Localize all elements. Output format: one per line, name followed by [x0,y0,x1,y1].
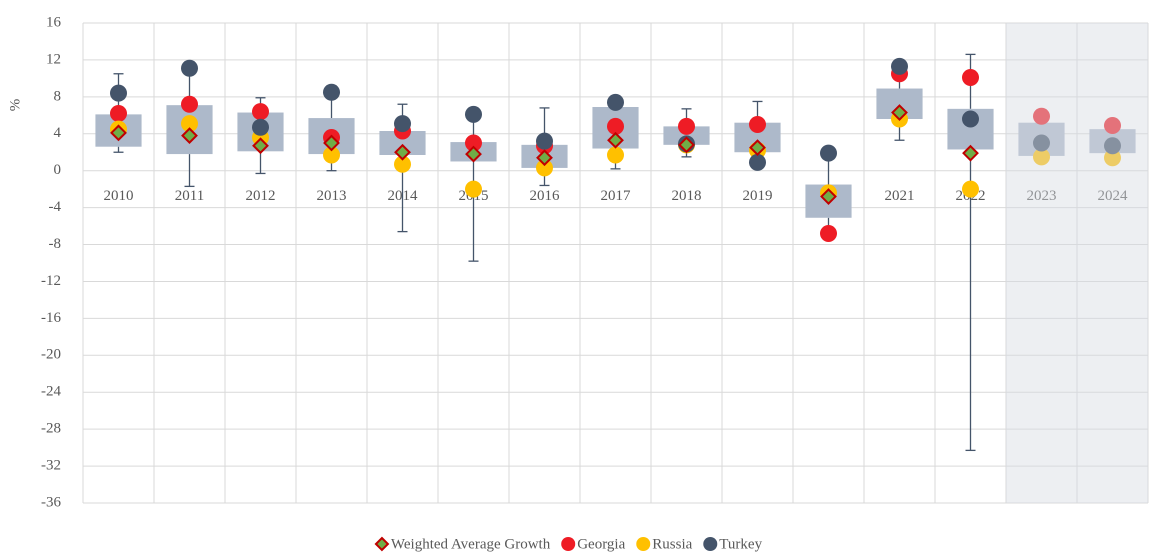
x-tick-label: 2023 [1027,188,1057,204]
point [323,134,340,152]
point [252,137,269,155]
point [252,118,269,136]
point [749,153,766,171]
legend-label: Georgia [577,536,625,552]
y-tick-label: 8 [54,88,62,104]
point [252,103,269,121]
x-tick-label: 2018 [672,188,702,204]
y-axis-label: % [7,99,23,112]
point [1104,137,1121,155]
point [323,83,340,101]
y-tick-label: -4 [49,199,62,215]
point [1033,134,1050,152]
point [465,134,482,152]
point [1104,149,1121,167]
point [181,115,198,133]
y-tick-label: -8 [49,236,62,252]
point [394,155,411,173]
x-tick-label: 2012 [246,188,276,204]
point [394,115,411,133]
y-tick-label: -32 [41,458,61,474]
point [749,139,766,157]
point [607,117,624,135]
point [607,93,624,111]
point [607,146,624,164]
x-tick-label: 2017 [601,188,632,204]
legend-label: Russia [652,536,692,552]
point [110,84,127,102]
point [536,132,553,150]
shaded-region [1006,23,1077,503]
point [678,117,695,135]
point [1033,107,1050,125]
legend-label: Turkey [719,536,762,552]
legend-marker [703,537,718,551]
x-tick-label: 2021 [885,188,915,204]
x-tick-label: 2019 [743,188,773,204]
legend-marker [561,537,576,551]
x-tick-label: 2010 [104,188,134,204]
y-tick-label: 16 [46,14,62,30]
point [181,59,198,77]
point [962,110,979,128]
legend-marker [374,536,390,552]
point [465,180,482,198]
legend-marker [636,537,651,551]
point [962,144,979,162]
point [465,145,482,163]
x-tick-label: 2013 [317,188,347,204]
point [323,146,340,164]
legend-label: Weighted Average Growth [391,536,551,552]
y-tick-label: 0 [54,162,62,178]
y-tick-label: 4 [54,125,62,141]
point [394,143,411,161]
point [536,149,553,167]
y-tick-label: -20 [41,347,61,363]
point [962,180,979,198]
point [1033,148,1050,166]
y-tick-label: -12 [41,273,61,289]
point [678,136,695,154]
point [181,127,198,145]
point [110,104,127,122]
point [891,57,908,75]
y-tick-label: -24 [41,384,61,400]
y-tick-label: -16 [41,310,61,326]
point [465,105,482,123]
shaded-region [1077,23,1148,503]
y-tick-label: -28 [41,421,61,437]
x-tick-label: 2024 [1098,188,1129,204]
point [891,104,908,121]
point [536,159,553,177]
point [820,144,837,162]
y-tick-label: 12 [46,51,61,67]
point [749,116,766,134]
x-tick-label: 2016 [530,188,561,204]
point [962,68,979,86]
x-tick-label: 2011 [175,188,204,204]
point [607,131,624,149]
point [820,188,837,205]
y-tick-label: -36 [41,494,61,510]
legend: Weighted Average Growth Georgia Russia Turk… [374,536,763,552]
point [820,224,837,242]
point [1104,116,1121,134]
point [110,124,127,142]
point [181,95,198,113]
